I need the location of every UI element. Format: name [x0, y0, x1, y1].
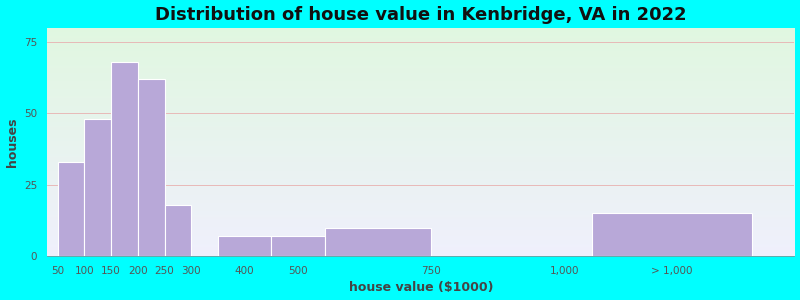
Bar	[591, 213, 752, 256]
Bar	[325, 228, 431, 256]
Bar	[85, 119, 111, 256]
Bar	[165, 205, 191, 256]
Bar	[138, 79, 165, 256]
Bar	[218, 236, 271, 256]
Bar	[58, 162, 85, 256]
Bar	[111, 62, 138, 256]
Y-axis label: houses: houses	[6, 117, 18, 167]
X-axis label: house value ($1000): house value ($1000)	[349, 281, 493, 294]
Title: Distribution of house value in Kenbridge, VA in 2022: Distribution of house value in Kenbridge…	[155, 6, 686, 24]
Bar	[271, 236, 325, 256]
